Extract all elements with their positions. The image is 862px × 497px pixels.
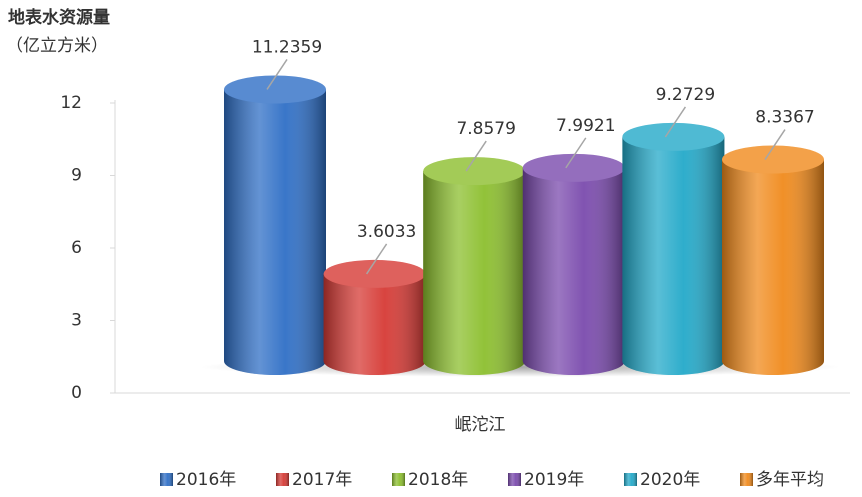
data-label: 7.8579 (456, 119, 515, 139)
bar-top (224, 75, 326, 104)
bar-top-highlight (722, 145, 824, 174)
legend-label: 2017年 (292, 470, 352, 490)
data-label: 11.2359 (252, 37, 322, 57)
legend-label: 2018年 (408, 470, 468, 490)
legend-label: 2020年 (640, 470, 700, 490)
data-label: 7.9921 (556, 116, 615, 136)
bar-shade (224, 89, 326, 361)
legend-swatch-shade (624, 473, 637, 486)
leader-line (266, 59, 288, 90)
leader-line (764, 129, 786, 160)
legend-swatch-shade (508, 473, 521, 486)
bar-top (522, 153, 625, 182)
bar-top-highlight (622, 122, 725, 151)
y-axis-title: （亿立方米） (6, 36, 108, 56)
legend-swatch-shade (276, 473, 289, 486)
legend-label: 2019年 (524, 470, 584, 490)
legend-label: 2016年 (176, 470, 236, 490)
legend-swatch-shade (392, 473, 405, 486)
bar-shade (522, 167, 625, 361)
bar-top (622, 122, 725, 151)
legend-swatch-shade (160, 473, 173, 486)
bar-top (323, 259, 426, 288)
bar-top (423, 157, 526, 186)
y-tick-label: 12 (60, 93, 82, 113)
legend-label: 多年平均 (756, 470, 824, 490)
x-tick-label: 岷沱江 (455, 415, 506, 435)
y-tick-label: 9 (71, 166, 82, 186)
bar-shade (323, 273, 426, 361)
leader-line (365, 243, 388, 275)
leader-line (664, 106, 687, 138)
y-axis-title: 地表水资源量 (8, 7, 110, 28)
data-label: 8.3367 (755, 108, 814, 128)
leader-line (465, 140, 487, 172)
bar-shade (423, 171, 526, 361)
data-label: 9.2729 (656, 85, 715, 105)
bar-shade (622, 136, 725, 361)
y-tick-label: 6 (71, 238, 82, 258)
bar-top-highlight (224, 75, 326, 104)
y-tick-label: 0 (71, 383, 82, 403)
bar-top (722, 145, 824, 174)
bar-top-highlight (423, 157, 526, 186)
bar-shade (722, 159, 824, 361)
legend-swatch-shade (740, 473, 753, 486)
y-tick-label: 3 (71, 311, 82, 331)
data-label: 3.6033 (357, 222, 416, 242)
leader-line (565, 137, 587, 169)
bar-top-highlight (323, 259, 426, 288)
bar-top-highlight (522, 153, 625, 182)
